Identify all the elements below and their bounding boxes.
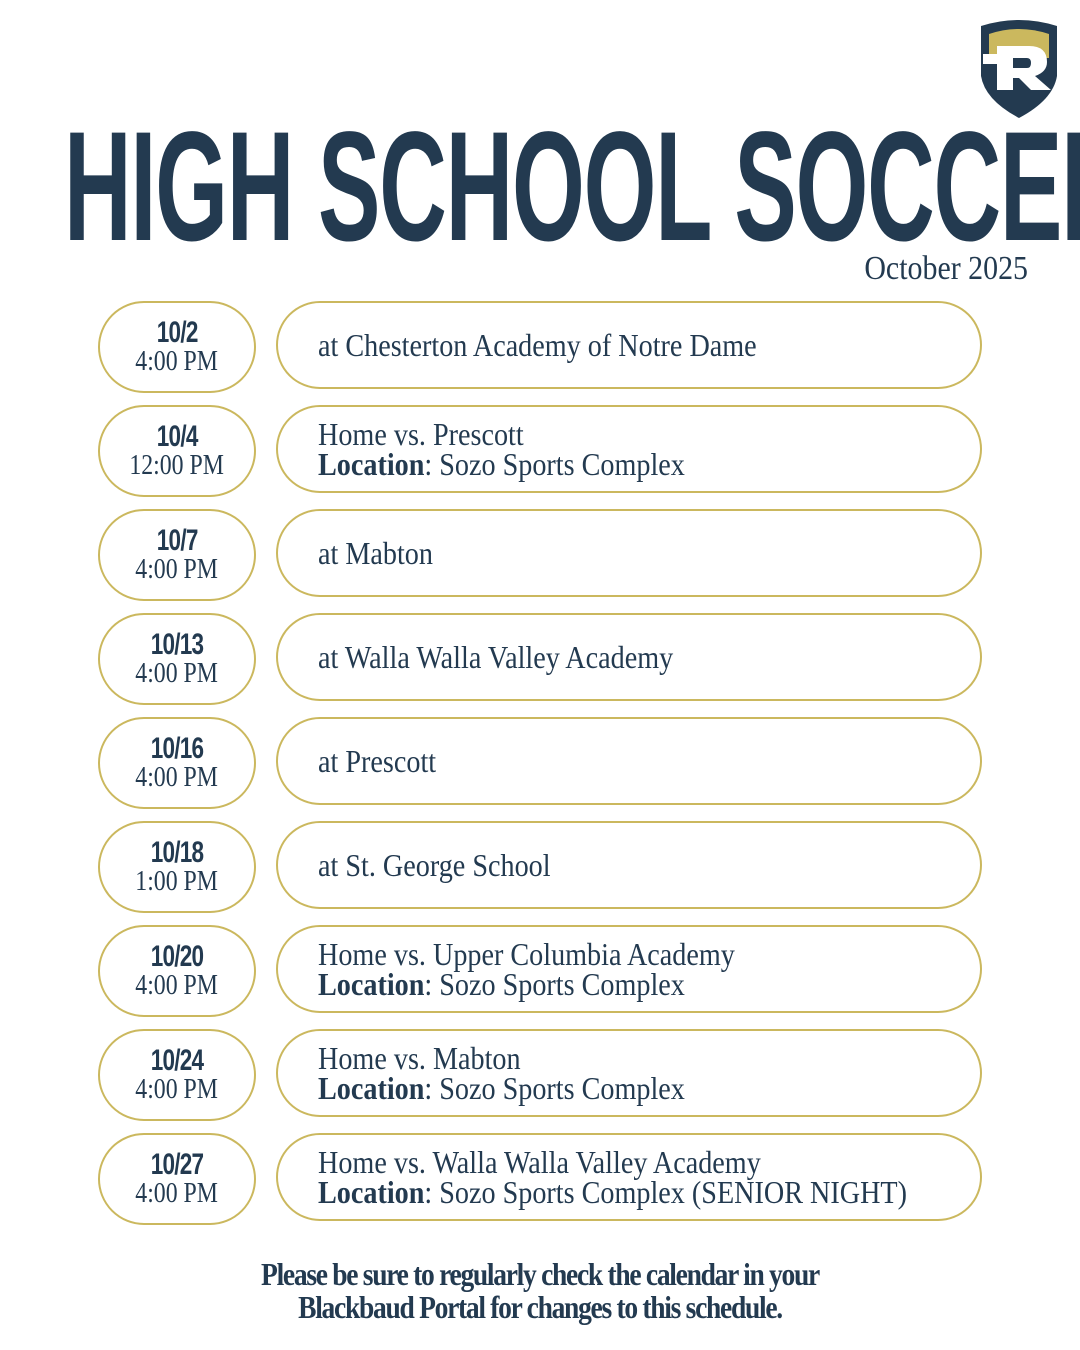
schedule-row: 10/13 4:00 PM at Walla Walla Valley Academ… xyxy=(0,613,1080,705)
schedule-row: 10/2 4:00 PM at Chesterton Academy of Notr… xyxy=(0,301,1080,393)
game-time: 4:00 PM xyxy=(135,554,219,585)
location-label: Location xyxy=(318,966,425,1002)
date-pill: 10/7 4:00 PM xyxy=(98,509,256,601)
location-label: Location xyxy=(318,1174,425,1210)
location-value: Sozo Sports Complex xyxy=(439,966,685,1002)
game-time: 4:00 PM xyxy=(135,658,219,689)
game-location: Location: Sozo Sports Complex xyxy=(318,1070,685,1106)
footer-line: Please be sure to regularly check the ca… xyxy=(261,1256,820,1292)
location-value: Sozo Sports Complex xyxy=(439,1070,685,1106)
game-date: 10/2 xyxy=(156,316,199,349)
location-value: Sozo Sports Complex (SENIOR NIGHT) xyxy=(439,1174,907,1210)
school-logo xyxy=(981,20,1057,118)
game-event: Home vs. Prescott xyxy=(318,416,524,452)
location-label: Location xyxy=(318,1070,425,1106)
game-time: 4:00 PM xyxy=(135,762,219,793)
event-pill: at Mabton xyxy=(276,509,982,597)
game-event: at St. George School xyxy=(318,847,551,883)
footer-note: Please be sure to regularly check the ca… xyxy=(76,1258,1005,1324)
event-pill: at Chesterton Academy of Notre Dame xyxy=(276,301,982,389)
game-date: 10/7 xyxy=(156,524,199,557)
game-date: 10/18 xyxy=(150,836,204,869)
game-time: 4:00 PM xyxy=(135,970,219,1001)
game-date: 10/24 xyxy=(150,1044,204,1077)
date-pill: 10/18 1:00 PM xyxy=(98,821,256,913)
game-time: 12:00 PM xyxy=(129,450,225,481)
event-pill: at St. George School xyxy=(276,821,982,909)
game-location: Location: Sozo Sports Complex xyxy=(318,966,685,1002)
date-pill: 10/20 4:00 PM xyxy=(98,925,256,1017)
date-pill: 10/24 4:00 PM xyxy=(98,1029,256,1121)
schedule-row: 10/16 4:00 PM at Prescott xyxy=(0,717,1080,809)
game-time: 4:00 PM xyxy=(135,1074,219,1105)
game-time: 1:00 PM xyxy=(135,866,219,897)
game-date: 10/4 xyxy=(156,420,199,453)
event-pill: Home vs. Mabton Location: Sozo Sports Com… xyxy=(276,1029,982,1117)
schedule-row: 10/24 4:00 PM Home vs. Mabton Location: Soz… xyxy=(0,1029,1080,1121)
game-event: at Chesterton Academy of Notre Dame xyxy=(318,327,757,363)
date-pill: 10/16 4:00 PM xyxy=(98,717,256,809)
page-subtitle: October 2025 xyxy=(864,250,1028,287)
game-location: Location: Sozo Sports Complex xyxy=(318,446,685,482)
date-pill: 10/4 12:00 PM xyxy=(98,405,256,497)
game-date: 10/20 xyxy=(150,940,204,973)
game-event: at Prescott xyxy=(318,743,437,779)
schedule-row: 10/18 1:00 PM at St. George School xyxy=(0,821,1080,913)
game-event: at Walla Walla Valley Academy xyxy=(318,639,674,675)
game-location: Location: Sozo Sports Complex (SENIOR NI… xyxy=(318,1174,907,1210)
game-time: 4:00 PM xyxy=(135,346,219,377)
game-time: 4:00 PM xyxy=(135,1178,219,1209)
event-pill: Home vs. Upper Columbia Academy Location:… xyxy=(276,925,982,1013)
event-pill: Home vs. Prescott Location: Sozo Sports C… xyxy=(276,405,982,493)
game-event: Home vs. Walla Walla Valley Academy xyxy=(318,1144,761,1180)
schedule-row: 10/4 12:00 PM Home vs. Prescott Location: S… xyxy=(0,405,1080,497)
date-pill: 10/27 4:00 PM xyxy=(98,1133,256,1225)
event-pill: at Walla Walla Valley Academy xyxy=(276,613,982,701)
game-event: Home vs. Upper Columbia Academy xyxy=(318,936,735,972)
game-date: 10/13 xyxy=(150,628,204,661)
game-date: 10/27 xyxy=(150,1148,204,1181)
location-label: Location xyxy=(318,446,425,482)
page-title: HIGH SCHOOL SOCCER xyxy=(64,100,1080,274)
date-pill: 10/13 4:00 PM xyxy=(98,613,256,705)
schedule-row: 10/7 4:00 PM at Mabton xyxy=(0,509,1080,601)
event-pill: at Prescott xyxy=(276,717,982,805)
game-date: 10/16 xyxy=(150,732,204,765)
footer-line: Blackbaud Portal for changes to this sch… xyxy=(298,1289,783,1325)
event-pill: Home vs. Walla Walla Valley Academy Locat… xyxy=(276,1133,982,1221)
schedule-row: 10/20 4:00 PM Home vs. Upper Columbia Acad… xyxy=(0,925,1080,1017)
date-pill: 10/2 4:00 PM xyxy=(98,301,256,393)
game-event: Home vs. Mabton xyxy=(318,1040,521,1076)
game-event: at Mabton xyxy=(318,535,433,571)
location-value: Sozo Sports Complex xyxy=(439,446,685,482)
schedule-row: 10/27 4:00 PM Home vs. Walla Walla Valley … xyxy=(0,1133,1080,1225)
